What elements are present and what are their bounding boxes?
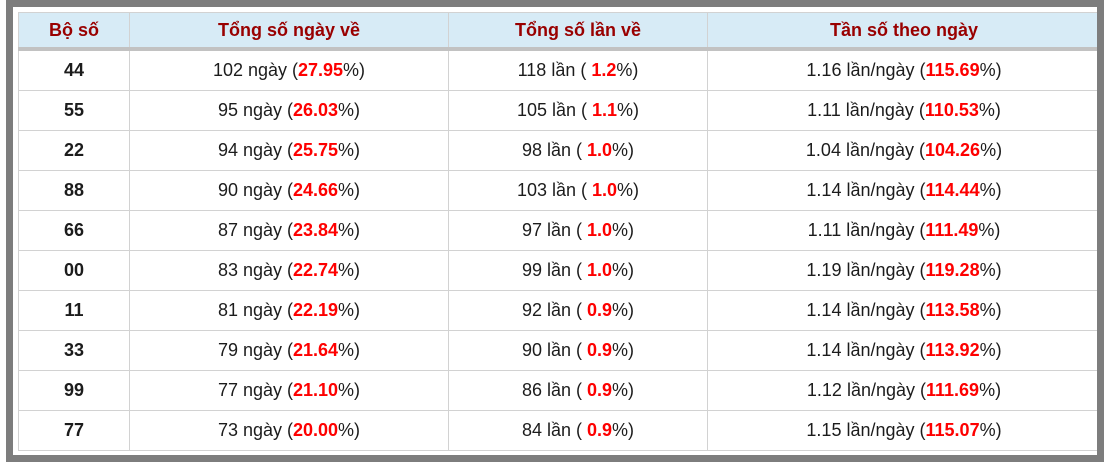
percentage-highlight: 113.92	[925, 340, 980, 360]
pair-value: 88	[18, 170, 130, 211]
frequency-cell: 1.15 lần/ngày (115.07%)	[707, 410, 1097, 451]
column-header-pair: Bộ số	[18, 12, 130, 51]
percentage-highlight: 0.9	[587, 420, 613, 440]
pair-value: 33	[18, 330, 130, 371]
percentage-highlight: 27.95	[298, 60, 344, 80]
frequency-cell: 1.04 lần/ngày (104.26%)	[707, 130, 1097, 171]
times-cell: 86 lần ( 0.9%)	[448, 370, 708, 411]
percentage-highlight: 24.66	[293, 180, 339, 200]
times-cell: 98 lần ( 1.0%)	[448, 130, 708, 171]
percentage-highlight: 22.19	[293, 300, 339, 320]
days-cell: 94 ngày (25.75%)	[129, 130, 449, 171]
percentage-highlight: 113.58	[925, 300, 980, 320]
percentage-highlight: 1.0	[587, 220, 613, 240]
days-cell: 81 ngày (22.19%)	[129, 290, 449, 331]
days-cell: 79 ngày (21.64%)	[129, 330, 449, 371]
frequency-cell: 1.11 lần/ngày (111.49%)	[707, 210, 1097, 251]
table-row: 99 77 ngày (21.10%) 86 lần ( 0.9%) 1.12 lần…	[18, 370, 1097, 411]
percentage-highlight: 1.0	[587, 260, 613, 280]
table-row: 33 79 ngày (21.64%) 90 lần ( 0.9%) 1.14 lần…	[18, 330, 1097, 371]
table-row: 88 90 ngày (24.66%) 103 lần ( 1.0%) 1.14 lầ…	[18, 170, 1097, 211]
pair-value: 11	[18, 290, 130, 331]
percentage-highlight: 20.00	[293, 420, 339, 440]
percentage-highlight: 115.07	[925, 420, 980, 440]
percentage-highlight: 110.53	[924, 100, 979, 120]
percentage-highlight: 1.0	[592, 180, 618, 200]
table-row: 00 83 ngày (22.74%) 99 lần ( 1.0%) 1.19 lần…	[18, 250, 1097, 291]
percentage-highlight: 115.69	[925, 60, 980, 80]
table-body: 44 102 ngày (27.95%) 118 lần ( 1.2%) 1.16 l…	[18, 48, 1097, 451]
days-cell: 83 ngày (22.74%)	[129, 250, 449, 291]
column-header-frequency: Tần số theo ngày	[707, 12, 1097, 51]
pair-statistics-table: Bộ số Tổng số ngày về Tổng số lần về Tần…	[18, 12, 1097, 451]
days-cell: 73 ngày (20.00%)	[129, 410, 449, 451]
times-cell: 97 lần ( 1.0%)	[448, 210, 708, 251]
percentage-highlight: 0.9	[587, 300, 613, 320]
percentage-highlight: 104.26	[925, 140, 981, 160]
pair-value: 66	[18, 210, 130, 251]
header-row: Bộ số Tổng số ngày về Tổng số lần về Tần…	[18, 12, 1097, 51]
percentage-highlight: 1.0	[587, 140, 613, 160]
table-row: 77 73 ngày (20.00%) 84 lần ( 0.9%) 1.15 lần…	[18, 410, 1097, 451]
frequency-cell: 1.14 lần/ngày (114.44%)	[707, 170, 1097, 211]
percentage-highlight: 1.1	[592, 100, 618, 120]
percentage-highlight: 1.2	[591, 60, 617, 80]
times-cell: 92 lần ( 0.9%)	[448, 290, 708, 331]
percentage-highlight: 21.64	[293, 340, 339, 360]
frequency-cell: 1.12 lần/ngày (111.69%)	[707, 370, 1097, 411]
column-header-days: Tổng số ngày về	[129, 12, 449, 51]
percentage-highlight: 25.75	[293, 140, 339, 160]
percentage-highlight: 23.84	[293, 220, 339, 240]
frequency-cell: 1.14 lần/ngày (113.92%)	[707, 330, 1097, 371]
percentage-highlight: 22.74	[293, 260, 339, 280]
percentage-highlight: 114.44	[925, 180, 980, 200]
times-cell: 90 lần ( 0.9%)	[448, 330, 708, 371]
pair-value: 44	[18, 48, 130, 91]
pair-value: 00	[18, 250, 130, 291]
pair-value: 55	[18, 90, 130, 131]
days-cell: 90 ngày (24.66%)	[129, 170, 449, 211]
column-header-times: Tổng số lần về	[448, 12, 708, 51]
percentage-highlight: 0.9	[587, 340, 613, 360]
percentage-highlight: 0.9	[587, 380, 613, 400]
times-cell: 99 lần ( 1.0%)	[448, 250, 708, 291]
table-row: 66 87 ngày (23.84%) 97 lần ( 1.0%) 1.11 lần…	[18, 210, 1097, 251]
pair-value: 77	[18, 410, 130, 451]
percentage-highlight: 111.49	[925, 220, 979, 240]
table-row: 22 94 ngày (25.75%) 98 lần ( 1.0%) 1.04 lần…	[18, 130, 1097, 171]
pair-value: 99	[18, 370, 130, 411]
percentage-highlight: 119.28	[925, 260, 980, 280]
statistics-table-frame: Bộ số Tổng số ngày về Tổng số lần về Tần…	[6, 0, 1104, 462]
table-row: 55 95 ngày (26.03%) 105 lần ( 1.1%) 1.11 lầ…	[18, 90, 1097, 131]
days-cell: 87 ngày (23.84%)	[129, 210, 449, 251]
days-cell: 102 ngày (27.95%)	[129, 48, 449, 91]
percentage-highlight: 21.10	[293, 380, 339, 400]
times-cell: 103 lần ( 1.0%)	[448, 170, 708, 211]
frequency-cell: 1.11 lần/ngày (110.53%)	[707, 90, 1097, 131]
times-cell: 118 lần ( 1.2%)	[448, 48, 708, 91]
days-cell: 95 ngày (26.03%)	[129, 90, 449, 131]
percentage-highlight: 111.69	[926, 380, 980, 400]
frequency-cell: 1.16 lần/ngày (115.69%)	[707, 48, 1097, 91]
table-row: 11 81 ngày (22.19%) 92 lần ( 0.9%) 1.14 lần…	[18, 290, 1097, 331]
table-row: 44 102 ngày (27.95%) 118 lần ( 1.2%) 1.16 l…	[18, 48, 1097, 91]
times-cell: 84 lần ( 0.9%)	[448, 410, 708, 451]
frequency-cell: 1.19 lần/ngày (119.28%)	[707, 250, 1097, 291]
times-cell: 105 lần ( 1.1%)	[448, 90, 708, 131]
pair-value: 22	[18, 130, 130, 171]
days-cell: 77 ngày (21.10%)	[129, 370, 449, 411]
percentage-highlight: 26.03	[293, 100, 339, 120]
frequency-cell: 1.14 lần/ngày (113.58%)	[707, 290, 1097, 331]
